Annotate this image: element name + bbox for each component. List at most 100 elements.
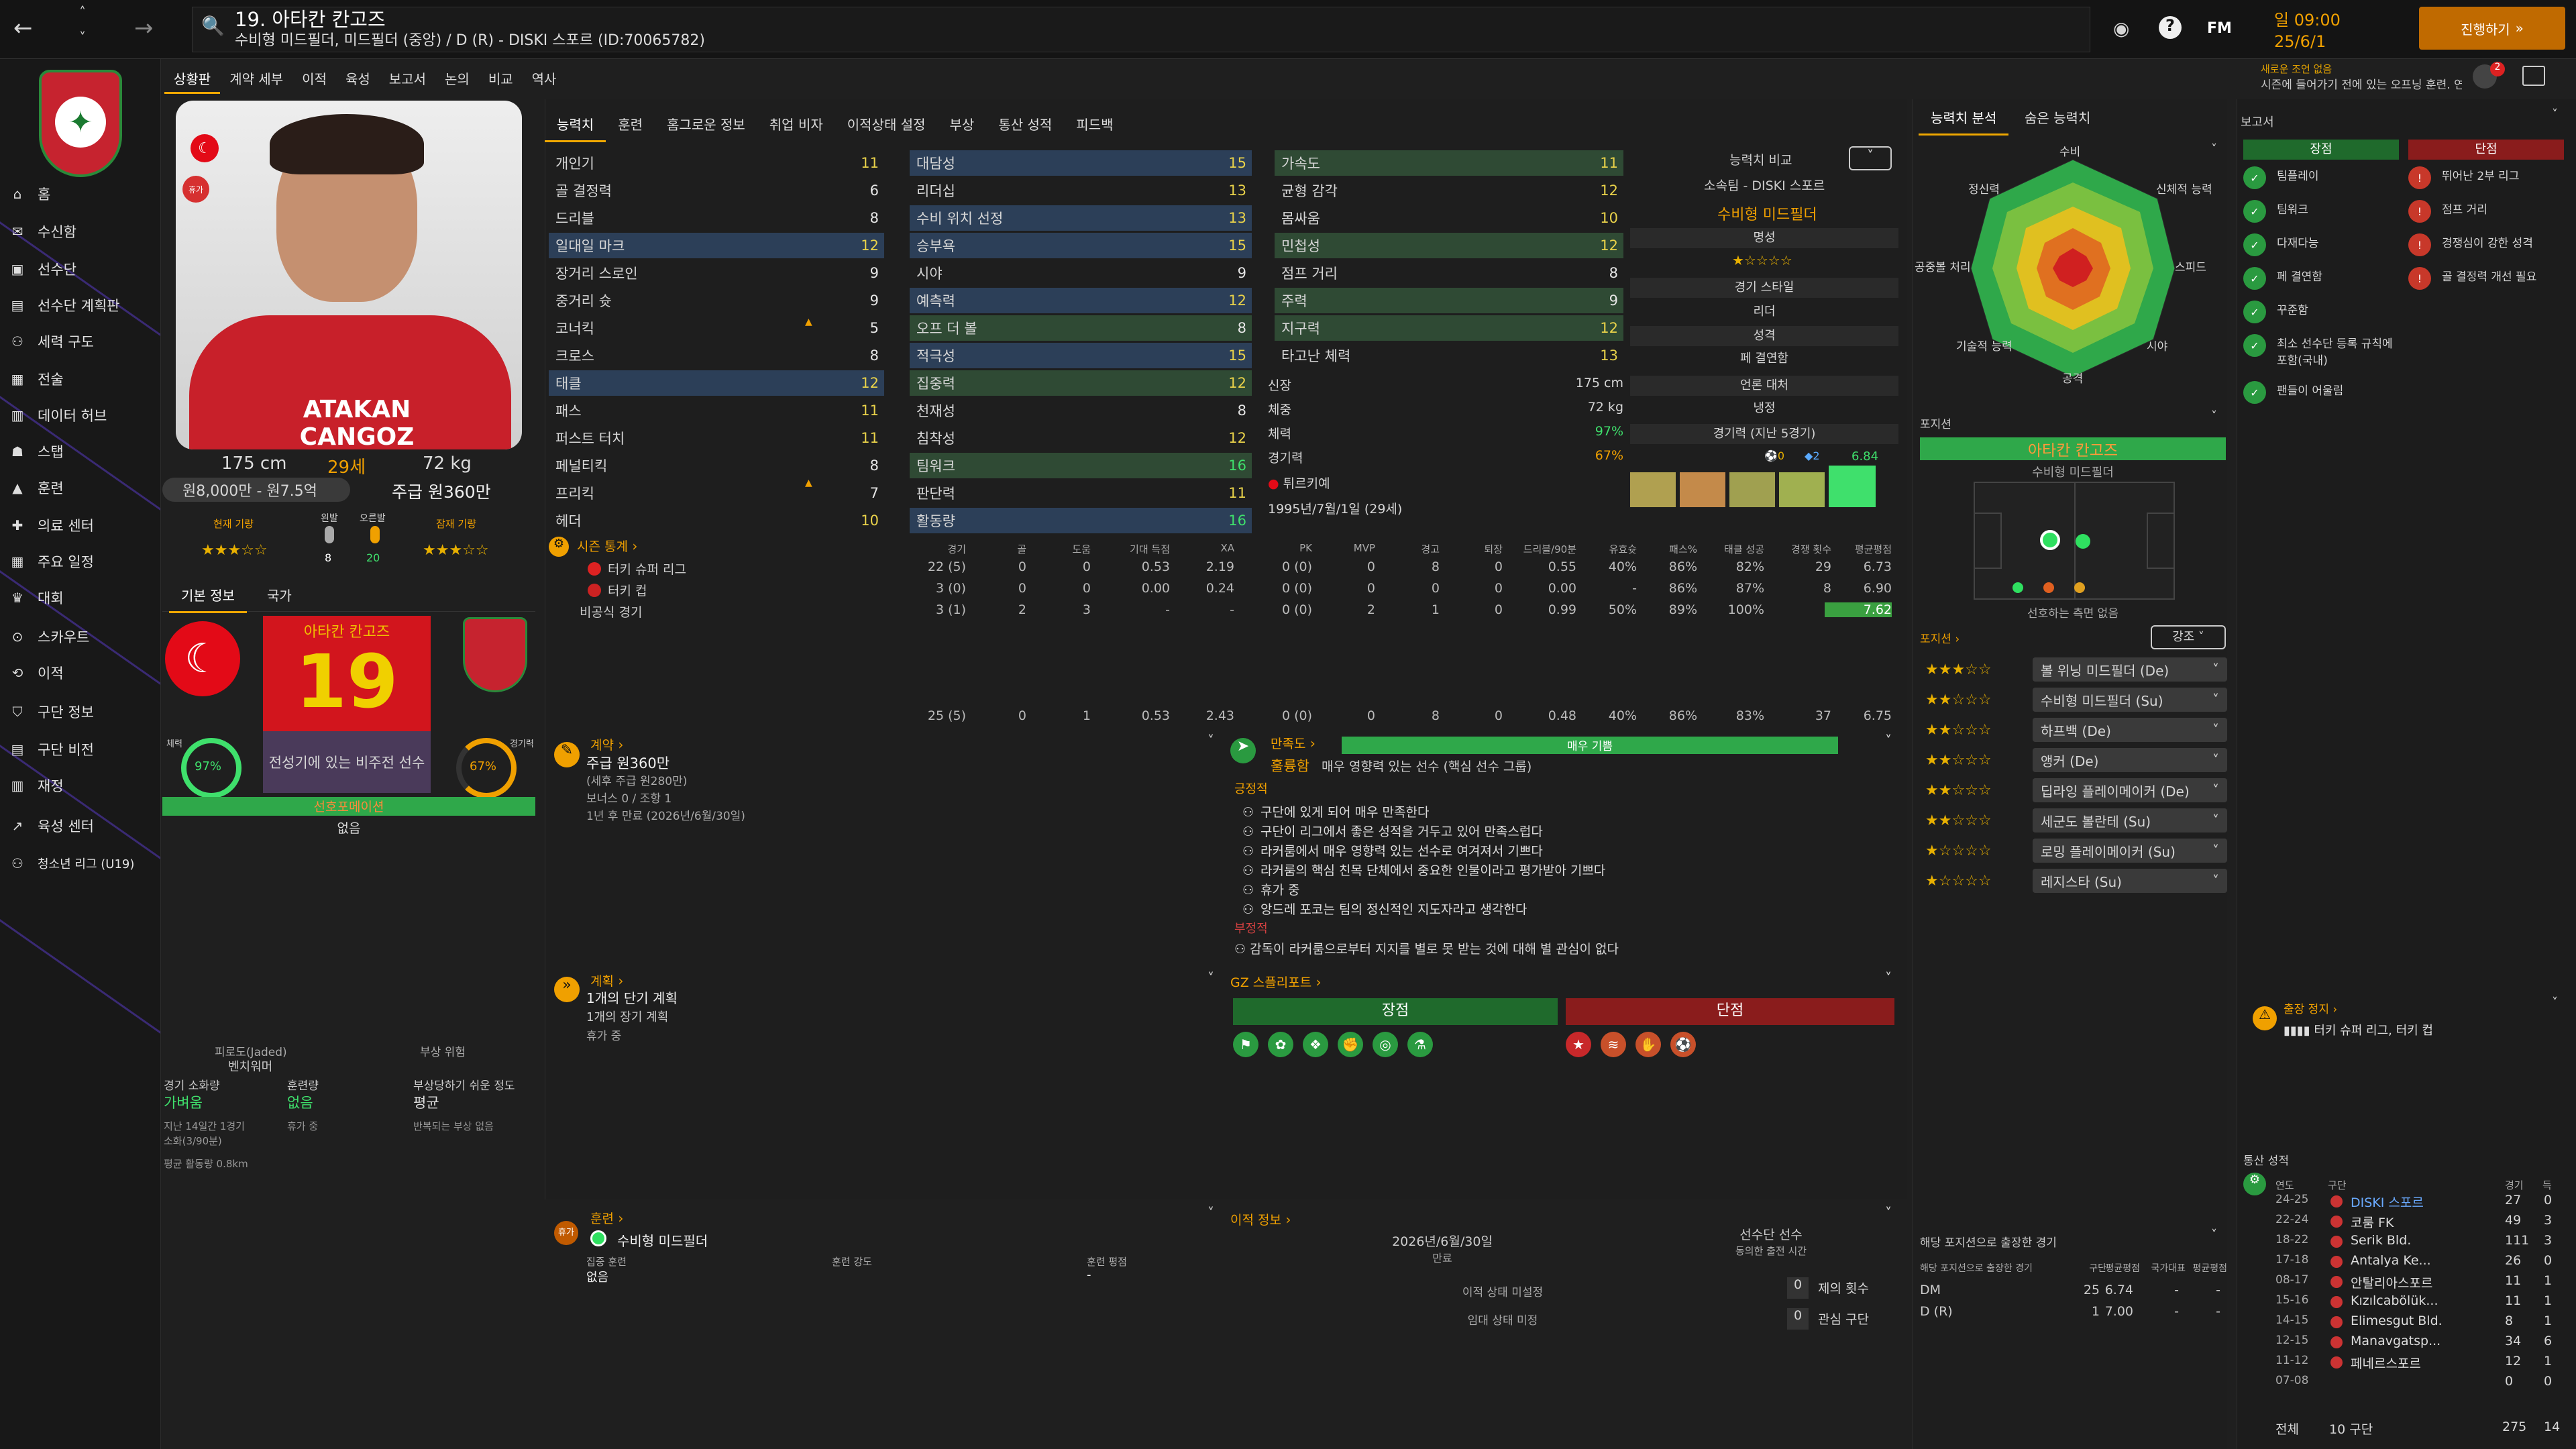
competition-name[interactable]: 비공식 경기 xyxy=(580,605,643,620)
attribute-row[interactable]: 페널티킥 8 xyxy=(549,453,884,478)
sidebar-item-squad[interactable]: ▣ 선수단 xyxy=(9,255,76,283)
sidebar-item-development[interactable]: ↗ 육성 센터 xyxy=(9,812,94,840)
tab-nation[interactable]: 국가 xyxy=(267,588,292,604)
career-club[interactable]: 코룸 FK xyxy=(2351,1216,2394,1230)
sidebar-item-inbox[interactable]: ✉ 수신함 xyxy=(9,217,76,246)
tab-basic-info[interactable]: 기본 정보 xyxy=(169,578,247,613)
suspension-chevron-icon[interactable]: ˅ xyxy=(2552,996,2558,1010)
sidebar-item-dynamics[interactable]: ⚇ 세력 구도 xyxy=(9,327,94,356)
position-role-dropdown[interactable]: 로밍 플레이메이커 (Su) ˅ xyxy=(2033,839,2227,863)
sidebar-item-tactics[interactable]: ▦ 전술 xyxy=(9,365,64,393)
attribute-row[interactable]: 시야 9 xyxy=(910,260,1252,286)
highlight-dropdown[interactable]: 강조 ˅ xyxy=(2151,625,2226,649)
position-rating-row[interactable]: ★★★☆☆ 볼 위닝 미드필더 (De) ˅ xyxy=(1925,656,2227,683)
report-con-item[interactable]: ! 경쟁심이 강한 성격 xyxy=(2408,233,2569,256)
sidebar-item-data-hub[interactable]: ▥ 데이터 허브 xyxy=(9,401,107,429)
career-club[interactable]: Serik Bld. xyxy=(2351,1233,2412,1248)
sidebar-item-club-vision[interactable]: ▤ 구단 비전 xyxy=(9,735,94,763)
attribute-row[interactable]: 중거리 슛 9 xyxy=(549,288,884,313)
continue-button[interactable]: 진행하기» xyxy=(2419,7,2565,50)
attribute-row[interactable]: 코너킥 5 xyxy=(549,315,884,341)
position-exp-chevron-icon[interactable]: ˅ xyxy=(2211,1228,2217,1242)
competition-name[interactable]: 터키 컵 xyxy=(608,584,647,598)
subnav-contract[interactable]: 계약 세부 xyxy=(229,71,284,87)
sidebar-item-schedule[interactable]: ▦ 주요 일정 xyxy=(9,547,94,576)
attribute-row[interactable]: 활동량 16 xyxy=(910,508,1252,533)
attribute-row[interactable]: 가속도 11 xyxy=(1275,150,1623,176)
sidebar-item-youth-league[interactable]: ⚇ 청소년 리그 (U19) xyxy=(9,849,134,877)
position-role-dropdown[interactable]: 딥라잉 플레이메이커 (De) ˅ xyxy=(2033,778,2227,802)
tab-transfer-status[interactable]: 이적상태 설정 xyxy=(847,117,926,133)
gz-chevron-icon[interactable]: ˅ xyxy=(1885,970,1892,986)
attribute-row[interactable]: 균형 감각 12 xyxy=(1275,178,1623,203)
sidebar-item-scouting[interactable]: ⊙ 스카우트 xyxy=(9,623,90,651)
attribute-row[interactable]: 패스 11 xyxy=(549,398,884,423)
subnav-overview[interactable]: 상황판 xyxy=(164,59,221,94)
consistency-icon[interactable]: ◎ xyxy=(1373,1032,1398,1057)
transfer-chevron-icon[interactable]: ˅ xyxy=(1885,1205,1892,1221)
compare-dropdown[interactable]: ˅ xyxy=(1849,146,1892,170)
report-pro-item[interactable]: ✓ 팀워크 xyxy=(2243,200,2404,223)
tab-work-permit[interactable]: 취업 비자 xyxy=(769,117,823,133)
report-con-item[interactable]: ! 점프 거리 xyxy=(2408,200,2569,223)
search-bar[interactable] xyxy=(192,7,2090,52)
sidebar-item-competitions[interactable]: ♛ 대회 xyxy=(9,584,64,612)
report-pro-item[interactable]: ✓ 최소 선수단 등록 규칙에 포함(국내) xyxy=(2243,334,2404,368)
analysis-chevron-icon[interactable]: ˅ xyxy=(2211,142,2217,156)
tab-career[interactable]: 통산 성적 xyxy=(998,117,1053,133)
attribute-row[interactable]: 크로스 8 xyxy=(549,343,884,368)
position-rating-row[interactable]: ★★☆☆☆ 하프백 (De) ˅ xyxy=(1925,716,2227,743)
finishing-icon[interactable]: ⚽ xyxy=(1670,1032,1696,1057)
attribute-row[interactable]: 타고난 체력 13 xyxy=(1275,343,1623,368)
position-rating-row[interactable]: ★☆☆☆☆ 로밍 플레이메이커 (Su) ˅ xyxy=(1925,837,2227,864)
sidebar-item-finances[interactable]: ▥ 재정 xyxy=(9,771,64,800)
position-rating-row[interactable]: ★★☆☆☆ 앵커 (De) ˅ xyxy=(1925,747,2227,773)
career-club[interactable]: 페네르스포르 xyxy=(2351,1356,2421,1371)
happiness-chevron-icon[interactable]: ˅ xyxy=(1885,733,1892,749)
position-role-dropdown[interactable]: 하프백 (De) ˅ xyxy=(2033,718,2227,742)
teamwork-icon[interactable]: ✿ xyxy=(1268,1032,1293,1057)
subnav-reports[interactable]: 보고서 xyxy=(388,71,426,87)
sidebar-item-training[interactable]: ▲ 훈련 xyxy=(9,474,63,502)
tab-homegrown[interactable]: 홈그로운 정보 xyxy=(667,117,745,133)
position-list-title[interactable]: 포지션 › xyxy=(1920,633,1960,646)
club-logo[interactable]: ✦ xyxy=(39,70,122,177)
attribute-row[interactable]: 장거리 스로인 9 xyxy=(549,260,884,286)
attribute-row[interactable]: 헤더 10 xyxy=(549,508,884,533)
tab-training[interactable]: 훈련 xyxy=(618,117,643,133)
attribute-row[interactable]: 수비 위치 선정 13 xyxy=(910,205,1252,231)
career-club[interactable]: Elimesgut Bld. xyxy=(2351,1313,2443,1328)
report-pro-item[interactable]: ✓ 다재다능 xyxy=(2243,233,2404,256)
homegrown-icon[interactable]: ⚗ xyxy=(1407,1032,1433,1057)
attribute-row[interactable]: 개인기 11 xyxy=(549,150,884,176)
attribute-row[interactable]: 예측력 12 xyxy=(910,288,1252,313)
attribute-row[interactable]: 적극성 15 xyxy=(910,343,1252,368)
chevron-down-icon[interactable]: ˅ xyxy=(79,30,86,46)
tab-injury[interactable]: 부상 xyxy=(949,117,975,133)
attribute-row[interactable]: 점프 거리 8 xyxy=(1275,260,1623,286)
career-club[interactable]: Manavgatsp... xyxy=(2351,1334,2441,1348)
club-crest-icon[interactable] xyxy=(463,617,527,692)
jump-icon[interactable]: ≋ xyxy=(1601,1032,1626,1057)
report-con-item[interactable]: ! 뛰어난 2부 리그 xyxy=(2408,166,2569,189)
contract-title[interactable]: 계약 › xyxy=(590,737,624,753)
training-chevron-icon[interactable]: ˅ xyxy=(1208,1205,1214,1221)
position-chevron-icon[interactable]: ˅ xyxy=(2211,409,2217,423)
sidebar-item-medical[interactable]: ✚ 의료 센터 xyxy=(9,511,94,539)
temperament-icon[interactable]: ✋ xyxy=(1635,1032,1661,1057)
attribute-row[interactable]: 주력 9 xyxy=(1275,288,1623,313)
position-role-dropdown[interactable]: 앵커 (De) ˅ xyxy=(2033,748,2227,772)
player-value[interactable]: 원8,000만 - 원7.5억 xyxy=(162,478,350,502)
sidebar-item-staff[interactable]: ☗ 스탭 xyxy=(9,437,64,466)
chevron-up-icon[interactable]: ˄ xyxy=(79,4,86,20)
career-club[interactable]: 안탈리아스포르 xyxy=(2351,1276,2433,1291)
star-icon[interactable]: ★ xyxy=(1566,1032,1591,1057)
position-role-dropdown[interactable]: 볼 위닝 미드필더 (De) ˅ xyxy=(2033,657,2227,682)
report-pro-item[interactable]: ✓ 꾸준함 xyxy=(2243,301,2404,323)
gz-title[interactable]: GZ 스플리포트 › xyxy=(1230,974,1322,990)
arrow-right-icon[interactable]: → xyxy=(134,15,154,42)
transfer-title[interactable]: 이적 정보 › xyxy=(1230,1212,1291,1228)
globe-icon[interactable]: ◉ xyxy=(2113,17,2130,40)
career-club[interactable]: Kızılcabölük... xyxy=(2351,1293,2438,1308)
subnav-development[interactable]: 육성 xyxy=(345,71,370,87)
